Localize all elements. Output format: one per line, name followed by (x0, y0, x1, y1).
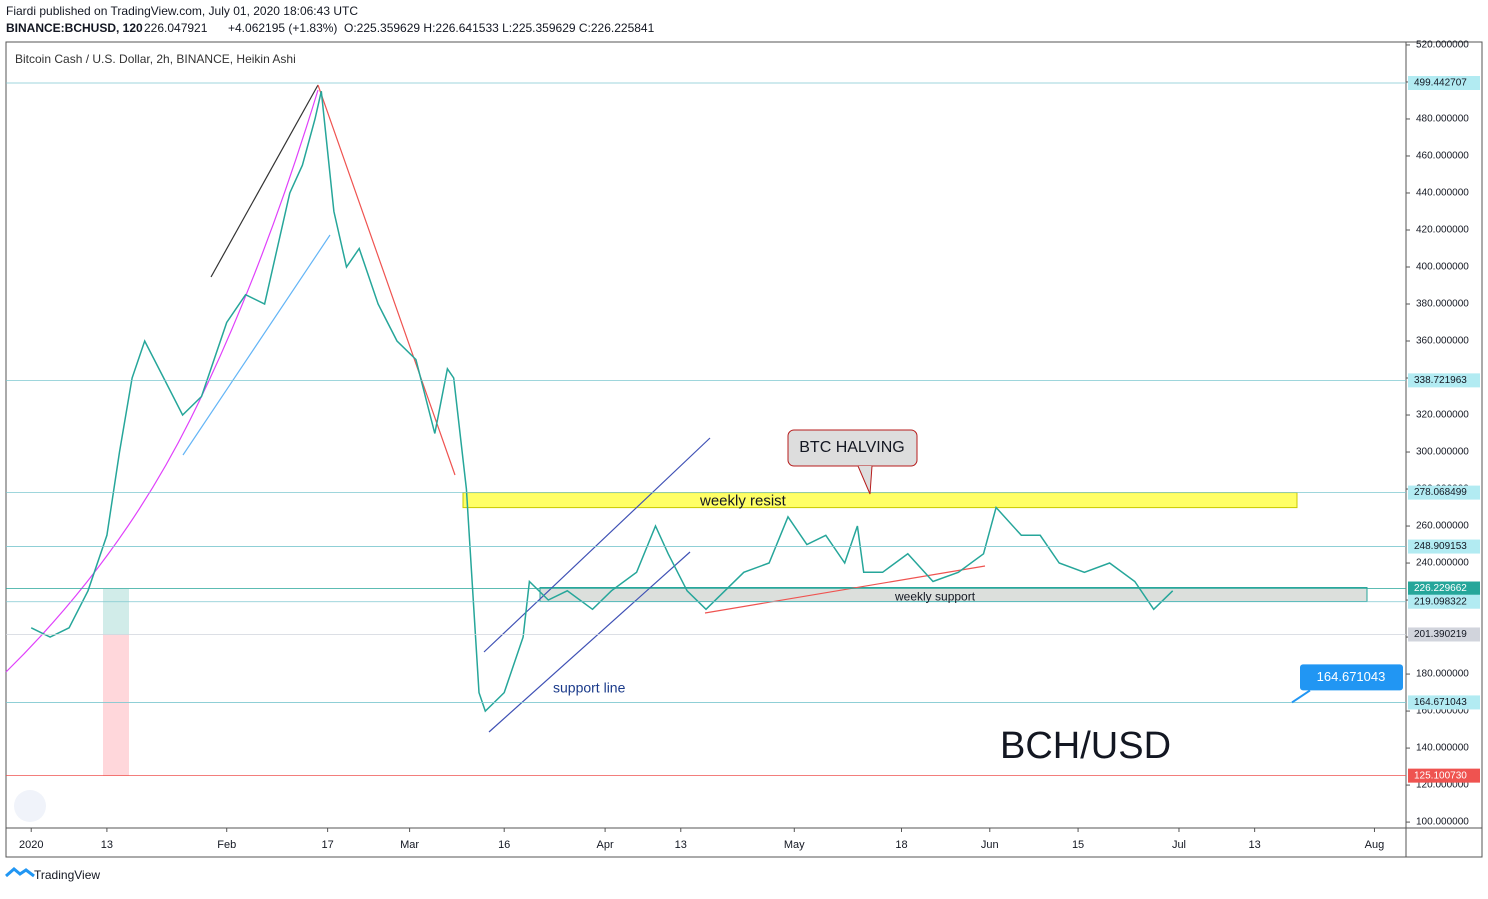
level-box (1408, 485, 1480, 500)
x-tick-label: Jul (1172, 839, 1186, 851)
y-tick-label: 460.000000 (1416, 151, 1469, 162)
resist-zone (462, 492, 1298, 509)
x-tick-label: 15 (1072, 839, 1084, 851)
x-tick-label: Aug (1365, 839, 1385, 851)
x-tick-label: 18 (895, 839, 907, 851)
annotation: weekly support (894, 590, 976, 604)
x-tick-label: Mar (400, 839, 419, 851)
y-tick-label: 120.000000 (1416, 780, 1469, 791)
x-tick-label: Feb (217, 839, 236, 851)
level-box (1408, 594, 1480, 609)
y-tick-label: 420.000000 (1416, 225, 1469, 236)
price-line (30, 91, 1174, 713)
frame (5, 41, 1483, 858)
y-tick-label: 140.000000 (1416, 743, 1469, 754)
y-tick-label: 380.000000 (1416, 299, 1469, 310)
y-tick-label: 160.000000 (1416, 706, 1469, 717)
x-tick-label: 16 (498, 839, 510, 851)
level-label: 219.098322 (1414, 596, 1467, 607)
level-label: 248.909153 (1414, 541, 1467, 552)
callout-label: 164.671043 (1317, 669, 1386, 684)
x-tick-label: 13 (1249, 839, 1261, 851)
annotation: BTC HALVING (799, 439, 905, 456)
level-label: 226.229662 (1414, 583, 1467, 594)
x-tick-label: May (784, 839, 805, 851)
annotation: BCH/USD (1000, 725, 1171, 767)
trend-line (488, 551, 691, 733)
trend-line (182, 234, 331, 456)
y-tick-label: 400.000000 (1416, 262, 1469, 273)
level-box (1408, 75, 1480, 90)
callout-pointer (1291, 689, 1311, 704)
trend-line (704, 565, 986, 614)
level-box (1408, 581, 1480, 596)
y-tick-label: 440.000000 (1416, 188, 1469, 199)
level-label: 338.721963 (1414, 375, 1467, 386)
ohlc: O:225.359629 H:226.641533 L:225.359629 C… (344, 21, 655, 35)
annotation: weekly resist (699, 493, 787, 510)
logo-badge (14, 790, 46, 822)
y-tick-label: 480.000000 (1416, 114, 1469, 125)
level-box (1408, 695, 1480, 710)
y-tick-label: 240.000000 (1416, 558, 1469, 569)
y-tick-label: 320.000000 (1416, 410, 1469, 421)
logo (5, 867, 35, 878)
level-box (1408, 373, 1480, 388)
x-tick-label: 13 (675, 839, 687, 851)
trend-line (483, 437, 711, 653)
halving-pointer (857, 465, 873, 495)
y-tick-label: 180.000000 (1416, 669, 1469, 680)
trend-line (317, 84, 456, 476)
footer: TradingView (34, 868, 100, 882)
level-label: 499.442707 (1414, 78, 1467, 89)
chart-title: Bitcoin Cash / U.S. Dollar, 2h, BINANCE,… (15, 52, 296, 66)
x-tick-label: 2020 (19, 839, 43, 851)
symbol: BINANCE:BCHUSD, 120 (6, 21, 143, 35)
level-label: 164.671043 (1414, 697, 1467, 708)
halving-box (787, 429, 918, 467)
y-tick-label: 360.000000 (1416, 336, 1469, 347)
x-tick-label: Jun (981, 839, 999, 851)
y-tick-label: 300.000000 (1416, 447, 1469, 458)
callout-box (1300, 664, 1403, 691)
curve-line (5, 89, 319, 673)
long-stop (103, 635, 129, 776)
publisher: Fiardi published on TradingView.com, Jul… (6, 4, 358, 18)
y-tick-label: 100.000000 (1416, 817, 1469, 828)
x-tick-label: 13 (101, 839, 113, 851)
long-target (103, 589, 129, 635)
level-label: 125.100730 (1414, 770, 1467, 781)
change: +4.062195 (+1.83%) (228, 21, 337, 35)
level-label: 201.390219 (1414, 629, 1467, 640)
annotation: support line (553, 680, 626, 696)
y-tick-label: 260.000000 (1416, 521, 1469, 532)
level-label: 278.068499 (1414, 487, 1467, 498)
trend-line (210, 84, 319, 278)
x-tick-label: 17 (321, 839, 333, 851)
x-tick-label: Apr (597, 839, 614, 851)
level-box (1408, 539, 1480, 554)
y-tick-label: 520.000000 (1416, 40, 1469, 51)
level-box (1408, 768, 1480, 783)
level-box (1408, 627, 1480, 642)
last-price: 226.047921 (144, 21, 208, 35)
